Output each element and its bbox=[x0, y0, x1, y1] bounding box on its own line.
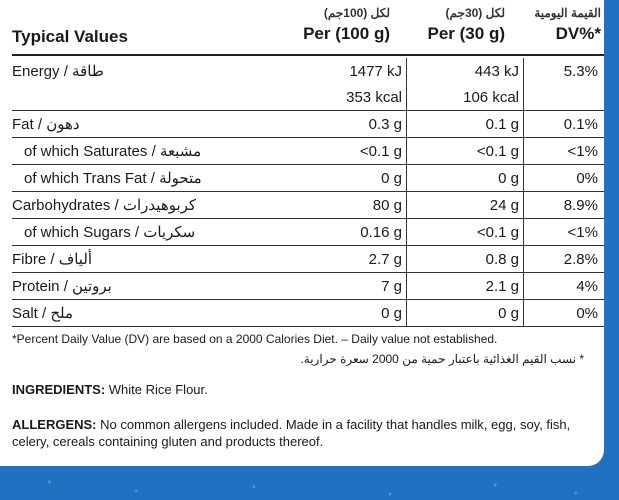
per-100g-value: 80 g bbox=[306, 191, 407, 219]
nutrient-name: Fat / دهون bbox=[12, 110, 306, 138]
per-100g-header: لكل (100جم) Per (100 g) bbox=[290, 6, 390, 44]
dv-header: القيمة اليومية DV%* bbox=[505, 6, 601, 44]
dv-value: 8.9% bbox=[523, 191, 604, 219]
table-row: of which Sugars / سكريات 0.16 g <0.1 g <1% bbox=[12, 218, 604, 246]
nutrient-name: of which Trans Fat / متحولة bbox=[12, 164, 306, 192]
table-row: Protein / بروتين 7 g 2.1 g 4% bbox=[12, 272, 604, 300]
per-100g-value: 0 g bbox=[306, 299, 407, 327]
nutrient-name: Protein / بروتين bbox=[12, 272, 306, 300]
nutrient-name: of which Sugars / سكريات bbox=[12, 218, 306, 246]
dv-value: 2.8% bbox=[523, 245, 604, 273]
per-100g-value: 0 g bbox=[306, 164, 407, 192]
dv-value: <1% bbox=[523, 137, 604, 165]
per-100g-value: 7 g bbox=[306, 272, 407, 300]
per-30g-value: <0.1 g bbox=[406, 137, 524, 165]
per-30g-value: 443 kJ bbox=[406, 58, 524, 84]
per-100g-value: 353 kcal bbox=[306, 84, 407, 111]
per-30g-header-en: Per (30 g) bbox=[427, 24, 505, 43]
table-row: Carbohydrates / كربوهيدرات 80 g 24 g 8.9% bbox=[12, 191, 604, 219]
table-row: of which Saturates / مشبعة <0.1 g <0.1 g <1… bbox=[12, 137, 604, 165]
per-100g-value: 2.7 g bbox=[306, 245, 407, 273]
ingredients: INGREDIENTS: White Rice Flour. bbox=[12, 382, 208, 397]
dv-value: 4% bbox=[523, 272, 604, 300]
per-30g-value: 0 g bbox=[406, 164, 524, 192]
dv-footnote-ar: * نسب القيم الغذائية باعتبار حمية من 200… bbox=[300, 352, 584, 366]
dv-value: 0% bbox=[523, 164, 604, 192]
per-100g-value: 0.16 g bbox=[306, 218, 407, 246]
dv-value: 5.3% bbox=[563, 62, 598, 80]
nutrition-table: Energy / طاقة 1477 kJ 443 kJ 5.3% 353 kcal 10… bbox=[12, 58, 604, 327]
per-100g-value: 1477 kJ bbox=[306, 58, 407, 84]
dv-value: 0.1% bbox=[523, 110, 604, 138]
header-rule bbox=[12, 54, 604, 56]
typical-values-heading: Typical Values bbox=[12, 27, 128, 46]
allergens-text: No common allergens included. Made in a … bbox=[12, 417, 571, 449]
dv-value bbox=[523, 84, 604, 111]
per-30g-value: 0.8 g bbox=[406, 245, 524, 273]
per-30g-value: 2.1 g bbox=[406, 272, 524, 300]
table-row: Energy / طاقة 1477 kJ 443 kJ 5.3% bbox=[12, 58, 604, 84]
table-header: Typical Values لكل (100جم) Per (100 g) ل… bbox=[0, 0, 604, 52]
allergens-label: ALLERGENS: bbox=[12, 417, 97, 432]
dv-value: 0% bbox=[523, 299, 604, 327]
nutrient-name: Salt / ملح bbox=[12, 299, 306, 327]
dv-value: <1% bbox=[523, 218, 604, 246]
nutrient-name: Carbohydrates / كربوهيدرات bbox=[12, 191, 306, 219]
per-30g-value: 0.1 g bbox=[406, 110, 524, 138]
per-100g-value: <0.1 g bbox=[306, 137, 407, 165]
nutrient-name: Energy / طاقة bbox=[12, 63, 104, 80]
per-100g-value: 0.3 g bbox=[306, 110, 407, 138]
per-100g-header-ar: لكل (100جم) bbox=[323, 6, 390, 20]
per-30g-value: 24 g bbox=[406, 191, 524, 219]
table-row: 353 kcal 106 kcal bbox=[12, 84, 604, 111]
table-row: Fat / دهون 0.3 g 0.1 g 0.1% bbox=[12, 110, 604, 138]
dv-header-ar: القيمة اليومية bbox=[534, 6, 601, 20]
allergens: ALLERGENS: No common allergens included.… bbox=[12, 416, 592, 450]
per-30g-header: لكل (30جم) Per (30 g) bbox=[405, 6, 505, 44]
per-30g-value: 0 g bbox=[406, 299, 524, 327]
nutrient-name: of which Saturates / مشبعة bbox=[12, 137, 306, 165]
dv-footnote-en: *Percent Daily Value (DV) are based on a… bbox=[12, 332, 498, 346]
per-30g-value: 106 kcal bbox=[406, 84, 524, 111]
per-100g-header-en: Per (100 g) bbox=[303, 24, 390, 43]
ingredients-label: INGREDIENTS: bbox=[12, 382, 106, 397]
per-30g-header-ar: لكل (30جم) bbox=[445, 6, 505, 20]
nutrient-name: Fibre / ألياف bbox=[12, 245, 306, 273]
nutrition-label: Typical Values لكل (100جم) Per (100 g) ل… bbox=[0, 0, 604, 466]
ingredients-text: White Rice Flour. bbox=[105, 382, 208, 397]
table-row: Fibre / ألياف 2.7 g 0.8 g 2.8% bbox=[12, 245, 604, 273]
per-30g-value: <0.1 g bbox=[406, 218, 524, 246]
dv-header-en: DV%* bbox=[555, 24, 601, 43]
nutrient-name bbox=[12, 84, 306, 111]
